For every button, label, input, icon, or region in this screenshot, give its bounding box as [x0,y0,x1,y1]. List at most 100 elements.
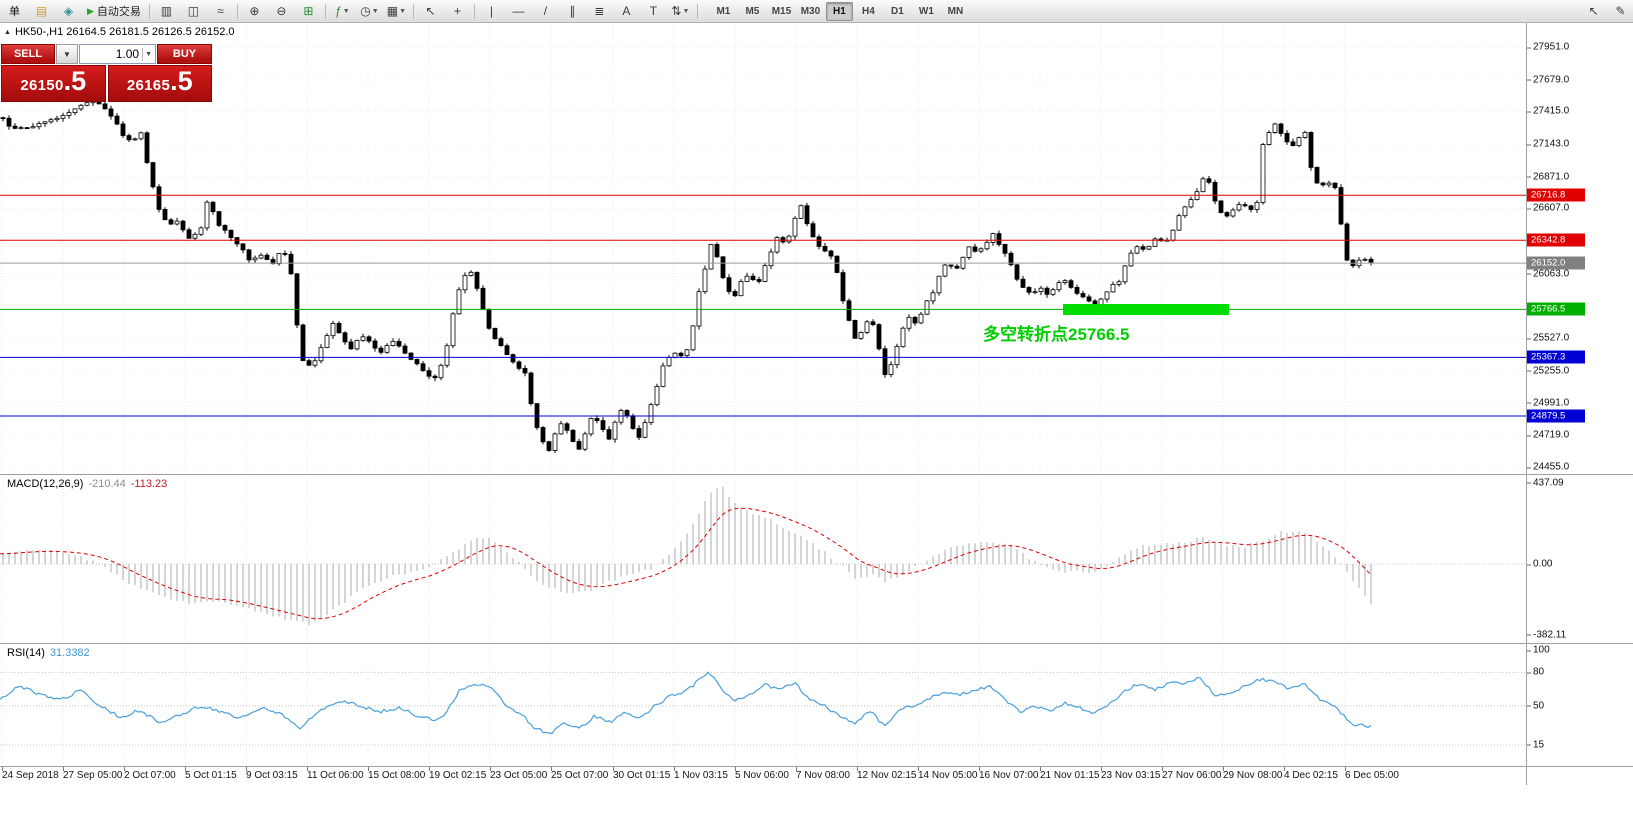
zoom-in-icon: ⊕ [249,4,260,18]
axis-tick-label: 100 [1527,644,1550,656]
fibonacci-icon: ≣ [594,4,605,18]
sell-button[interactable]: SELL [1,44,55,64]
zoom-in-icon-button[interactable]: ⊕ [241,1,268,21]
macd-rsi-separator[interactable] [0,643,1633,644]
time-axis-label: 12 Nov 02:15 [857,770,917,781]
sell-price-button[interactable]: 26150 .5 [1,65,106,102]
time-axis-label: 14 Nov 05:00 [918,770,978,781]
cursor-icon: ↖ [425,4,436,18]
timeframe-d1-button[interactable]: D1 [891,5,904,17]
time-axis-tick [613,767,614,771]
time-axis-tick [857,767,858,771]
timeframe-m5-button[interactable]: M5 [745,5,760,17]
channel-icon-button[interactable]: ∥ [559,1,586,21]
auto-trading-button[interactable]: ▶ 自动交易 [82,1,146,21]
timeframe-m30-button[interactable]: M30 [800,5,821,17]
text-icon-button[interactable]: A [613,1,640,21]
rsi-value: 31.3382 [49,647,90,659]
pointer-icon: ↖ [1588,4,1599,18]
zoom-out-icon-button[interactable]: ⊖ [268,1,295,21]
buy-button[interactable]: BUY [157,44,212,64]
trade-controls-row: SELL ▼ 1.00 ▼ BUY [1,44,212,64]
time-axis-tick [1223,767,1224,771]
time-axis-tick [918,767,919,771]
time-axis-label: 5 Oct 01:15 [185,770,237,781]
chart-title: ▲ HK50-,H1 26164.5 26181.5 26126.5 26152… [4,26,235,38]
timeframe-mn-button[interactable]: MN [947,5,964,17]
periods-icon: ◷ [360,4,371,18]
trade-options-dropdown[interactable]: ▼ [56,44,78,64]
arrows-icon: ⇅ [671,4,682,18]
time-axis-label: 4 Dec 02:15 [1284,770,1338,781]
toolbar-separator [324,3,326,19]
trendline-icon-button[interactable]: / [532,1,559,21]
periods-icon-dropdown[interactable]: ▼ [371,7,379,15]
indicators-icon-button[interactable]: ƒ ▼ [329,1,356,21]
timeframe-w1-button[interactable]: W1 [918,5,934,17]
label-icon-button[interactable]: T [640,1,667,21]
expand-icon[interactable]: ▲ [4,28,11,36]
macd-label: MACD(12,26,9) -210.44 -113.23 [7,478,172,490]
templates-icon-button[interactable]: ▦ ▼ [383,1,410,21]
horizontal-line-icon-button[interactable]: — [505,1,532,21]
edit-icon-button[interactable]: ✎ [1607,1,1633,21]
vertical-line-icon-button[interactable]: | [478,1,505,21]
vertical-line-icon: | [489,4,493,18]
volume-dropdown-icon[interactable]: ▼ [142,47,154,61]
level-price-badge: 26716.8 [1527,188,1585,202]
pointer-icon-button[interactable]: ↖ [1580,1,1607,21]
axis-tick-label: 25527.0 [1526,332,1570,344]
time-axis-tick [1345,767,1346,771]
macd-name: MACD(12,26,9) [7,478,84,490]
arrows-icon-button[interactable]: ⇅ ▼ [667,1,694,21]
time-axis-label: 9 Oct 03:15 [246,770,298,781]
time-axis-label: 19 Oct 02:15 [429,770,487,781]
new-chart-icon-button[interactable]: ◈ [55,1,82,21]
new-order-button[interactable]: 单 [9,6,20,18]
turning-point-highlight[interactable] [1063,304,1229,315]
buy-price-button[interactable]: 26165 .5 [107,65,212,102]
price-macd-separator[interactable] [0,474,1633,475]
axis-tick-label: 27679.0 [1526,74,1570,86]
toolbar-separator [236,3,238,19]
tile-windows-icon-button[interactable]: ⊞ [295,1,322,21]
time-axis-tick [185,767,186,771]
line-chart-icon-button[interactable]: ≈ [207,1,234,21]
axis-tick-label: 27143.0 [1526,138,1570,150]
bar-chart-icon-button[interactable]: ▥ [153,1,180,21]
fibonacci-icon-button[interactable]: ≣ [586,1,613,21]
templates-icon-dropdown[interactable]: ▼ [399,7,407,15]
arrows-icon-dropdown[interactable]: ▼ [682,7,690,15]
volume-input[interactable]: 1.00 ▼ [79,44,156,64]
indicators-icon: ƒ [335,4,342,18]
time-axis-label: 6 Dec 05:00 [1345,770,1399,781]
indicators-icon-dropdown[interactable]: ▼ [342,7,350,15]
line-chart-icon: ≈ [217,4,224,18]
candlestick-chart-icon-button[interactable]: ◫ [180,1,207,21]
crosshair-icon-button[interactable]: + [444,1,471,21]
periods-icon-button[interactable]: ◷ ▼ [356,1,383,21]
rsi-name: RSI(14) [7,647,45,659]
time-axis-tick [979,767,980,771]
timeframe-m1-button[interactable]: M1 [716,5,731,17]
axis-tick-label: 25255.0 [1526,365,1570,377]
cursor-icon-button[interactable]: ↖ [417,1,444,21]
auto-trading-label: 自动交易 [96,6,141,18]
current-price-badge: 26152.0 [1527,256,1585,270]
time-axis-tick [1284,767,1285,771]
turning-point-annotation: 多空转折点25766.5 [983,325,1130,344]
time-axis-tick [1162,767,1163,771]
edit-icon: ✎ [1615,4,1626,18]
time-axis-tick [429,767,430,771]
time-axis-label: 24 Sep 2018 [2,770,59,781]
level-price-badge: 25766.5 [1527,302,1585,316]
timeframe-h4-button[interactable]: H4 [862,5,875,17]
time-axis-separator [0,766,1633,767]
history-icon-button[interactable]: ▤ [28,1,55,21]
timeframe-m15-button[interactable]: M15 [771,5,792,17]
timeframe-h1-button[interactable]: H1 [825,1,853,21]
time-axis-label: 23 Oct 05:00 [490,770,548,781]
axis-tick-label: 24455.0 [1526,461,1570,473]
crosshair-icon: + [453,4,461,18]
